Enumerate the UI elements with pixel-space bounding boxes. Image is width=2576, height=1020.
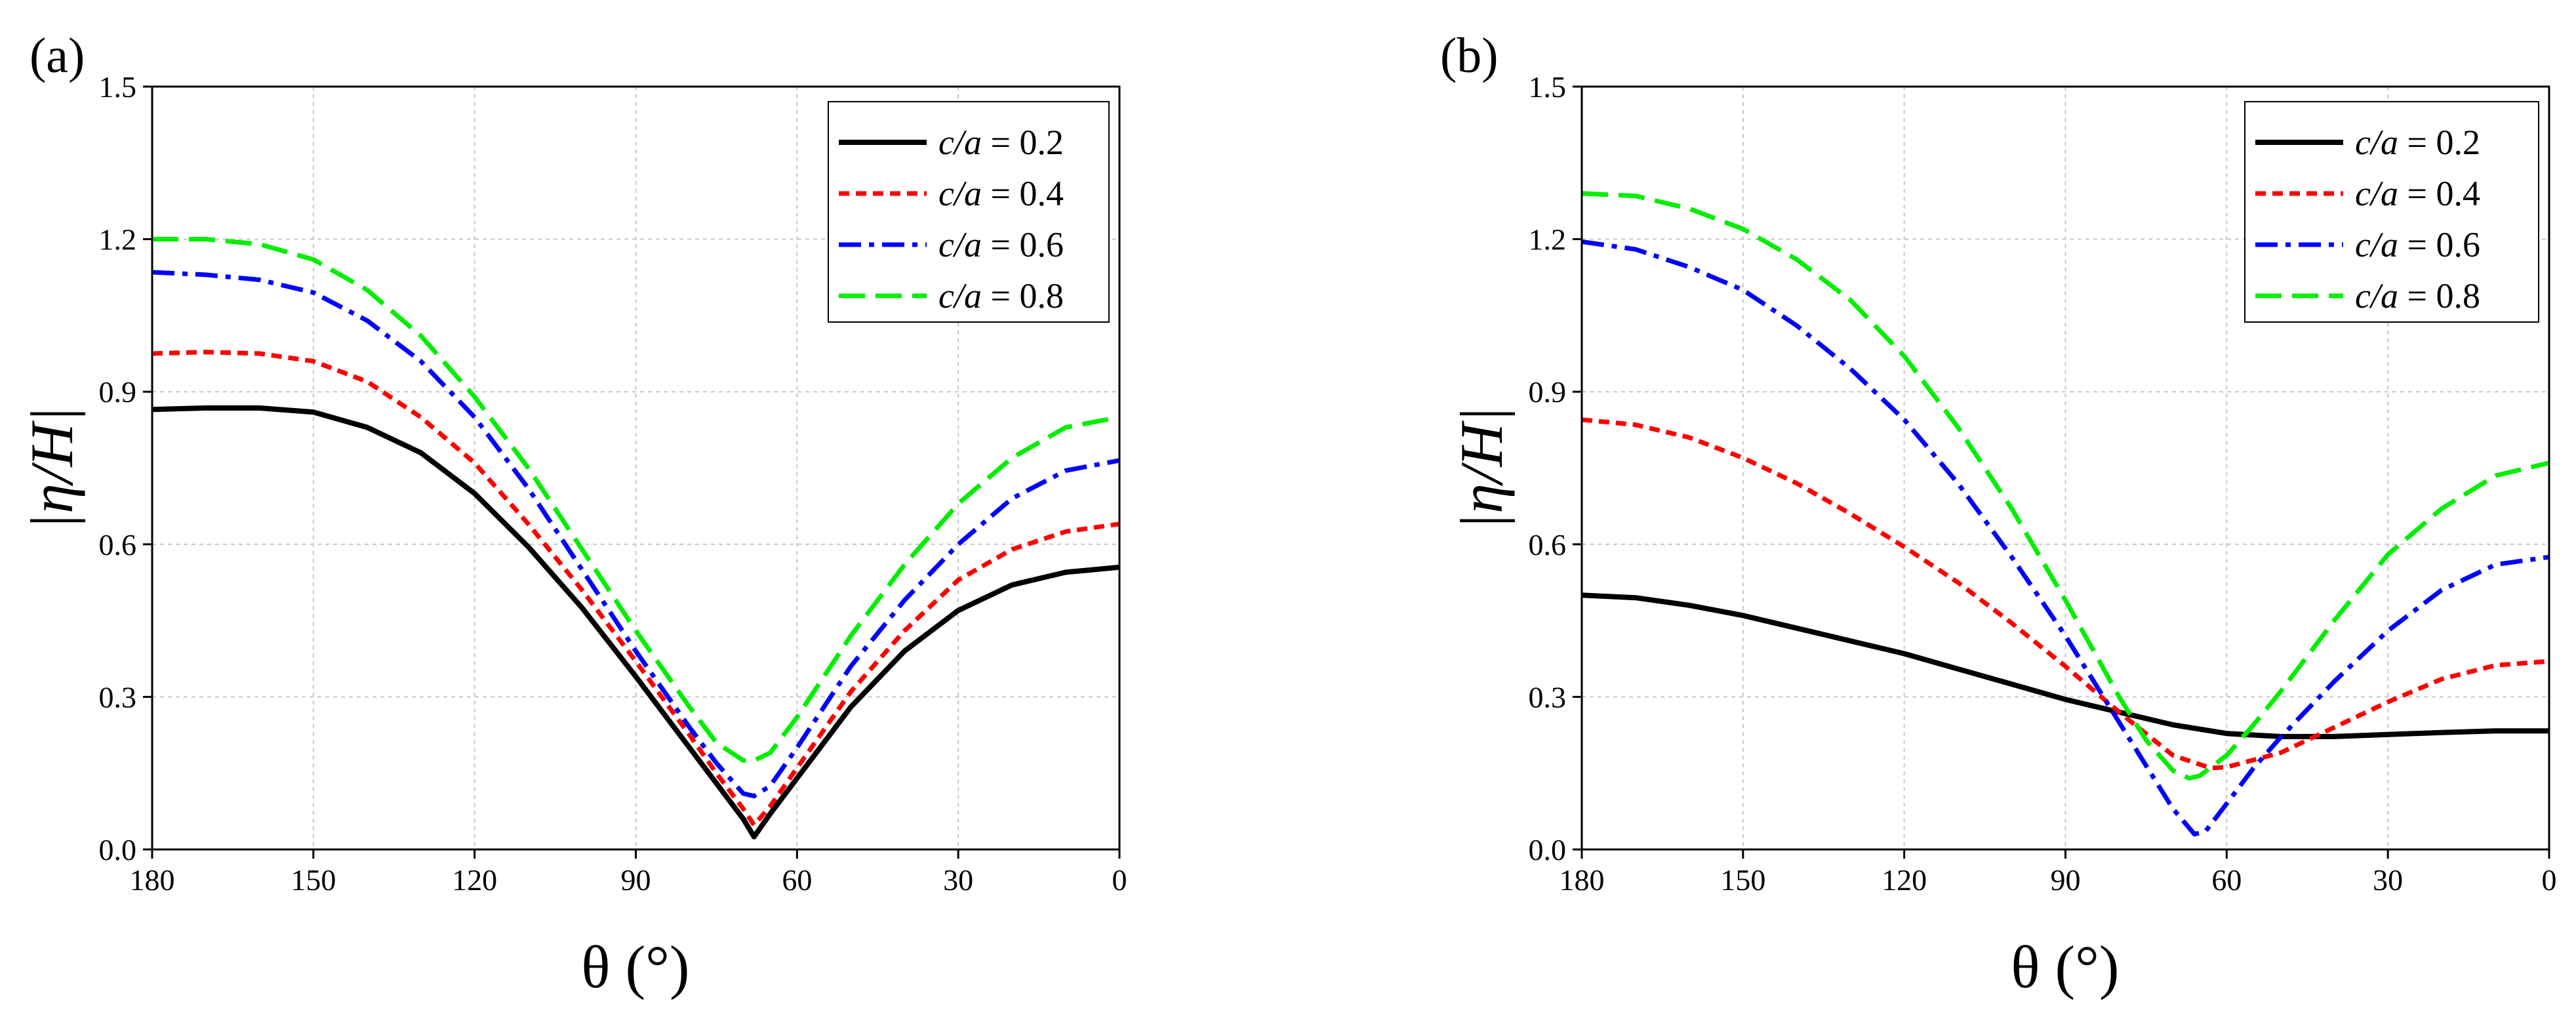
y-tick-label: 0.3 — [1529, 680, 1567, 714]
legend-label: c/a = 0.4 — [938, 174, 1064, 213]
legend-label: c/a = 0.2 — [2355, 123, 2480, 162]
legend-label: c/a = 0.4 — [2355, 174, 2480, 213]
series-line-3 — [1581, 239, 2550, 837]
panel-b: (b) 180 150 120 90 60 30 0 0.0 0.3 0.6 0.9 1.2 1.5 θ… — [1440, 28, 2557, 1000]
series-line-4 — [1581, 191, 2550, 781]
x-tick-label: 60 — [2211, 863, 2242, 897]
legend-label-var: c/a — [938, 225, 982, 264]
y-tick-label: 1.5 — [99, 70, 137, 104]
y-tick-label: 0.6 — [99, 528, 137, 561]
x-tick-label: 90 — [621, 863, 651, 897]
plot-series — [151, 237, 1120, 840]
legend: c/a = 0.2c/a = 0.4c/a = 0.6c/a = 0.8 — [828, 101, 1110, 323]
legend-label: c/a = 0.6 — [938, 225, 1064, 264]
legend: c/a = 0.2c/a = 0.4c/a = 0.6c/a = 0.8 — [2244, 101, 2539, 323]
y-tick-label: 0.6 — [1529, 528, 1567, 561]
x-tick-label: 60 — [782, 863, 812, 897]
legend-label-value: = 0.2 — [982, 123, 1064, 162]
legend-label-var: c/a — [938, 123, 982, 162]
series-line-2 — [151, 350, 1120, 828]
axis-ticks: 180 150 120 90 60 30 0 0.0 0.3 0.6 0.9 1.2 1.5 — [99, 70, 1127, 897]
legend-label: c/a = 0.8 — [938, 276, 1064, 316]
legend-label: c/a = 0.8 — [2355, 276, 2480, 316]
legend-label-var: c/a — [938, 174, 982, 213]
y-tick-label: 0.0 — [99, 833, 137, 867]
legend-label-value: = 0.6 — [2398, 225, 2480, 264]
x-axis-title: θ (°) — [2011, 933, 2119, 1000]
y-tick-label: 1.2 — [99, 223, 137, 256]
y-tick-label: 0.9 — [99, 375, 137, 409]
legend-label-var: c/a — [2355, 174, 2398, 213]
x-tick-label: 90 — [2051, 863, 2081, 897]
panel-label: (a) — [30, 28, 85, 83]
legend-label: c/a = 0.2 — [938, 123, 1064, 162]
legend-label-value: = 0.4 — [2398, 174, 2480, 213]
series-line-4 — [152, 237, 1120, 763]
x-tick-label: 120 — [1882, 863, 1927, 897]
x-tick-label: 30 — [943, 863, 973, 897]
legend-label: c/a = 0.6 — [2355, 225, 2480, 264]
x-tick-label: 120 — [452, 863, 497, 897]
x-tick-label: 180 — [130, 863, 175, 897]
series-line-1 — [151, 405, 1120, 840]
legend-label-var: c/a — [2355, 225, 2398, 264]
x-tick-label: 0 — [1112, 863, 1127, 897]
legend-label-var: c/a — [938, 276, 982, 316]
legend-box — [2244, 101, 2539, 323]
legend-label-var: c/a — [2355, 276, 2398, 316]
x-tick-label: 30 — [2373, 863, 2403, 897]
legend-label-var: c/a — [2355, 123, 2398, 162]
legend-label-value: = 0.8 — [982, 276, 1064, 316]
series-line-1 — [1581, 592, 2549, 739]
panel-a: (a) 180 150 120 90 60 30 0 0.0 0.3 0.6 0.9 1.2 1.5 θ… — [18, 28, 1127, 1000]
panel-label: (b) — [1440, 28, 1499, 83]
y-tick-label: 1.5 — [1529, 70, 1567, 104]
legend-label-value: = 0.4 — [982, 174, 1064, 213]
x-tick-label: 180 — [1560, 863, 1605, 897]
x-axis-title: θ (°) — [581, 933, 689, 1000]
plot-series — [1581, 191, 2550, 837]
y-axis-title: |η/H| — [1448, 407, 1515, 530]
y-tick-label: 0.0 — [1529, 833, 1567, 867]
gridlines — [152, 87, 1119, 849]
x-tick-label: 150 — [291, 863, 336, 897]
y-tick-label: 0.9 — [1529, 375, 1567, 409]
legend-label-value: = 0.2 — [2398, 123, 2480, 162]
series-line-3 — [151, 270, 1120, 799]
y-tick-label: 1.2 — [1529, 223, 1567, 256]
legend-label-value: = 0.6 — [982, 225, 1064, 264]
series-line-2 — [1581, 417, 2550, 771]
legend-box — [828, 101, 1110, 323]
x-tick-label: 0 — [2542, 863, 2557, 897]
axis-ticks: 180 150 120 90 60 30 0 0.0 0.3 0.6 0.9 1.2 1.5 — [1529, 70, 2557, 897]
x-tick-label: 150 — [1720, 863, 1765, 897]
y-tick-label: 0.3 — [99, 680, 137, 714]
y-axis-title: |η/H| — [18, 407, 85, 530]
legend-label-value: = 0.8 — [2398, 276, 2480, 316]
